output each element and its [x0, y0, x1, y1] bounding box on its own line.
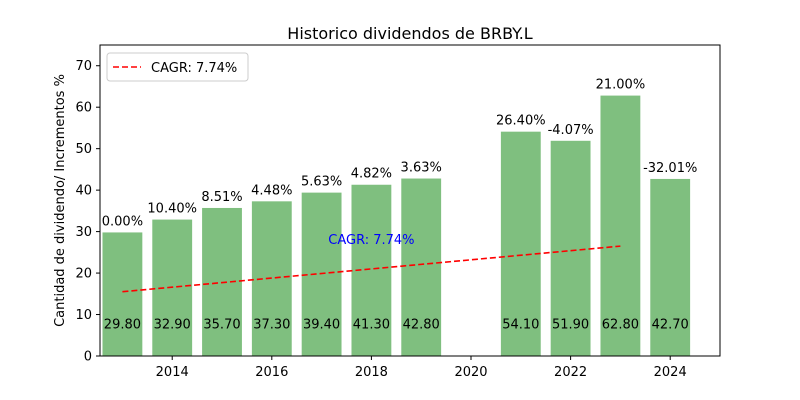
y-axis: 0 10 20 30 40 50 60 70 [75, 59, 100, 365]
cagr-annotation: CAGR: 7.74% [328, 233, 414, 248]
y-tick-label: 70 [75, 59, 92, 74]
bar-increment-label: 0.00% [102, 214, 143, 229]
y-tick-label: 20 [75, 267, 92, 282]
bar-value-label: 51.90 [552, 317, 589, 332]
bars-group [102, 95, 691, 357]
plot-frame [99, 44, 721, 357]
bar-value-label: 39.40 [303, 317, 340, 332]
bar-value-label: 42.80 [403, 317, 440, 332]
legend-entry-cagr: CAGR: 7.74% [151, 61, 237, 76]
bar [650, 178, 691, 356]
bar-increment-label: -32.01% [643, 161, 697, 176]
bar-value-label: 29.80 [104, 317, 141, 332]
bar [301, 192, 342, 356]
bar-value-label: 62.80 [602, 317, 639, 332]
x-tick-label: 2022 [554, 365, 587, 380]
y-tick-label: 60 [75, 101, 92, 116]
legend-box [106, 52, 249, 82]
y-tick-label: 0 [84, 350, 92, 365]
bar [500, 131, 541, 356]
bar [401, 178, 442, 356]
bar-value-label: 41.30 [353, 317, 390, 332]
y-tick-label: 40 [75, 184, 92, 199]
y-tick-label: 50 [75, 142, 92, 157]
bar-increment-label: 3.63% [401, 161, 442, 176]
x-axis: 2014 2016 2018 2020 2022 2024 [156, 356, 687, 380]
bar-increment-label: 21.00% [596, 78, 646, 93]
y-axis-label: Cantidad de dividendo/ Incrementos % [53, 74, 68, 327]
bar [102, 232, 143, 356]
bar-increment-label: -4.07% [548, 123, 594, 138]
bar-increment-label: 26.40% [496, 114, 546, 129]
bar [550, 140, 591, 356]
bar [600, 95, 641, 357]
bar-increment-label: 10.40% [147, 202, 197, 217]
y-tick-label: 30 [75, 225, 92, 240]
bar-value-label: 35.70 [203, 317, 240, 332]
x-tick-label: 2020 [454, 365, 487, 380]
increment-labels-group: 0.00% 10.40% 8.51% 4.48% 5.63% 4.82% 3.63% 26.4… [102, 78, 698, 230]
x-tick-label: 2014 [156, 365, 189, 380]
bar-increment-label: 5.63% [301, 175, 342, 190]
bar-value-label: 54.10 [502, 317, 539, 332]
x-tick-label: 2016 [255, 365, 288, 380]
bar-value-label: 37.30 [253, 317, 290, 332]
legend: CAGR: 7.74% [106, 52, 249, 82]
y-tick-label: 10 [75, 308, 92, 323]
bar-value-label: 42.70 [652, 317, 689, 332]
x-tick-label: 2018 [355, 365, 388, 380]
chart-title: Historico dividendos de BRBY.L [287, 24, 532, 43]
bar-increment-label: 8.51% [201, 190, 242, 205]
bar-increment-label: 4.48% [251, 183, 292, 198]
x-tick-label: 2024 [654, 365, 687, 380]
cagr-trend-line [122, 245, 621, 293]
trend-line-group [122, 245, 621, 293]
bar-value-label: 32.90 [154, 317, 191, 332]
value-labels-group: 29.80 32.90 35.70 37.30 39.40 41.30 42.80 54.10… [104, 317, 689, 332]
bar-increment-label: 4.82% [351, 167, 392, 182]
